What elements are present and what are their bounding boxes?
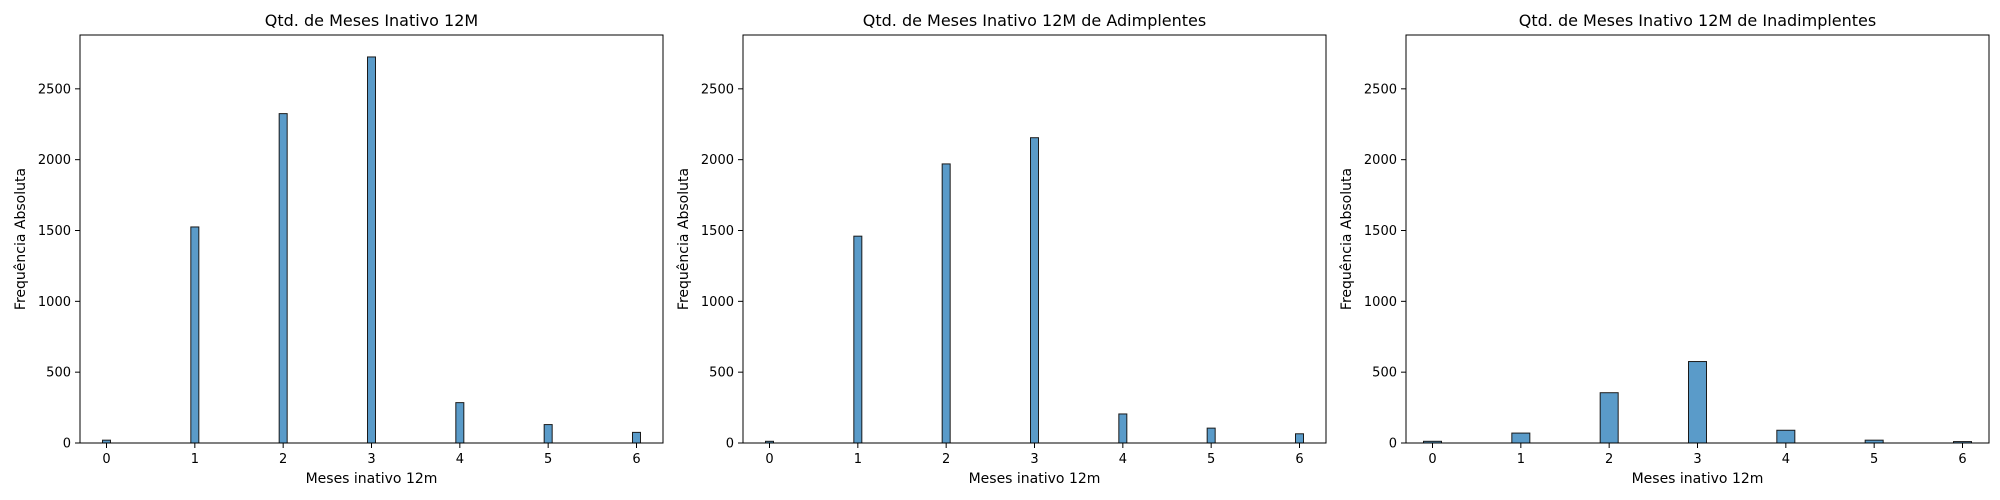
chart-panel-2: 0 1 2 3 4 5 6 0 500 1000 1500 2000 2500 Qtd. de Meses… <box>676 11 1327 487</box>
chart-panel-3: 0 1 2 3 4 5 6 0 500 1000 1500 2000 2500 Qtd. de Meses… <box>1339 11 1990 487</box>
x-tick-label: 2 <box>1605 452 1613 467</box>
bar <box>278 113 288 444</box>
bar <box>1599 392 1619 444</box>
x-tick-label: 1 <box>191 452 199 467</box>
y-tick-label: 500 <box>46 366 71 381</box>
y-axis-label: Frequência Absoluta <box>13 168 29 310</box>
x-axis-label: Meses inativo 12m <box>306 471 438 487</box>
y-tick-label: 2500 <box>701 82 734 97</box>
x-tick-label: 4 <box>1782 452 1790 467</box>
bar <box>1295 433 1304 444</box>
bar <box>1030 137 1039 444</box>
bar <box>1206 427 1216 444</box>
bar <box>632 431 641 444</box>
y-tick-label: 1500 <box>1364 224 1397 239</box>
y-tick-label: 2500 <box>1364 82 1397 97</box>
x-tick-label: 6 <box>1295 452 1303 467</box>
y-tick-label: 1000 <box>38 295 71 310</box>
y-tick-label: 0 <box>726 437 734 452</box>
x-tick-label: 6 <box>632 452 640 467</box>
x-tick-label: 5 <box>544 452 552 467</box>
x-tick-label: 2 <box>942 452 950 467</box>
x-tick-label: 4 <box>456 452 464 467</box>
y-tick-label: 2000 <box>38 153 71 168</box>
x-tick-label: 6 <box>1958 452 1966 467</box>
x-tick-label: 0 <box>765 452 773 467</box>
x-tick-label: 1 <box>1517 452 1525 467</box>
x-tick-label: 3 <box>1693 452 1701 467</box>
y-tick-label: 1000 <box>701 295 734 310</box>
x-tick-label: 5 <box>1207 452 1215 467</box>
y-axis-label: Frequência Absoluta <box>1339 168 1355 310</box>
y-tick-label: 0 <box>1389 437 1397 452</box>
y-tick-label: 1500 <box>38 224 71 239</box>
x-tick-label: 2 <box>279 452 287 467</box>
bar <box>1118 413 1128 444</box>
chart-panel-1: 0 1 2 3 4 5 6 0 500 1000 1500 2000 2500 Qtd. de Meses… <box>13 11 664 487</box>
bar <box>190 226 200 444</box>
bar <box>1688 361 1707 444</box>
y-tick-label: 2500 <box>38 82 71 97</box>
bar <box>1776 429 1796 444</box>
x-tick-label: 0 <box>1428 452 1436 467</box>
bar <box>1511 432 1531 444</box>
bar <box>367 56 376 444</box>
y-axis-label: Frequência Absoluta <box>676 168 692 310</box>
y-tick-label: 500 <box>709 366 734 381</box>
x-tick-label: 1 <box>854 452 862 467</box>
bar <box>543 424 553 444</box>
chart-title: Qtd. de Meses Inativo 12M de Inadimplent… <box>1519 11 1876 30</box>
y-tick-label: 1000 <box>1364 295 1397 310</box>
chart-title: Qtd. de Meses Inativo 12M <box>265 11 478 30</box>
y-tick-label: 500 <box>1372 366 1397 381</box>
x-tick-label: 3 <box>1030 452 1038 467</box>
y-tick-label: 2000 <box>1364 153 1397 168</box>
bar <box>853 235 863 444</box>
y-tick-label: 1500 <box>701 224 734 239</box>
x-axis-label: Meses inativo 12m <box>1632 471 1764 487</box>
x-tick-label: 0 <box>102 452 110 467</box>
y-tick-label: 0 <box>63 437 71 452</box>
x-tick-label: 3 <box>367 452 375 467</box>
x-tick-label: 4 <box>1119 452 1127 467</box>
bar <box>941 163 951 444</box>
x-tick-label: 5 <box>1870 452 1878 467</box>
x-axis-label: Meses inativo 12m <box>969 471 1101 487</box>
bar <box>455 402 465 444</box>
y-tick-label: 2000 <box>701 153 734 168</box>
chart-title: Qtd. de Meses Inativo 12M de Adimplentes <box>863 11 1206 30</box>
